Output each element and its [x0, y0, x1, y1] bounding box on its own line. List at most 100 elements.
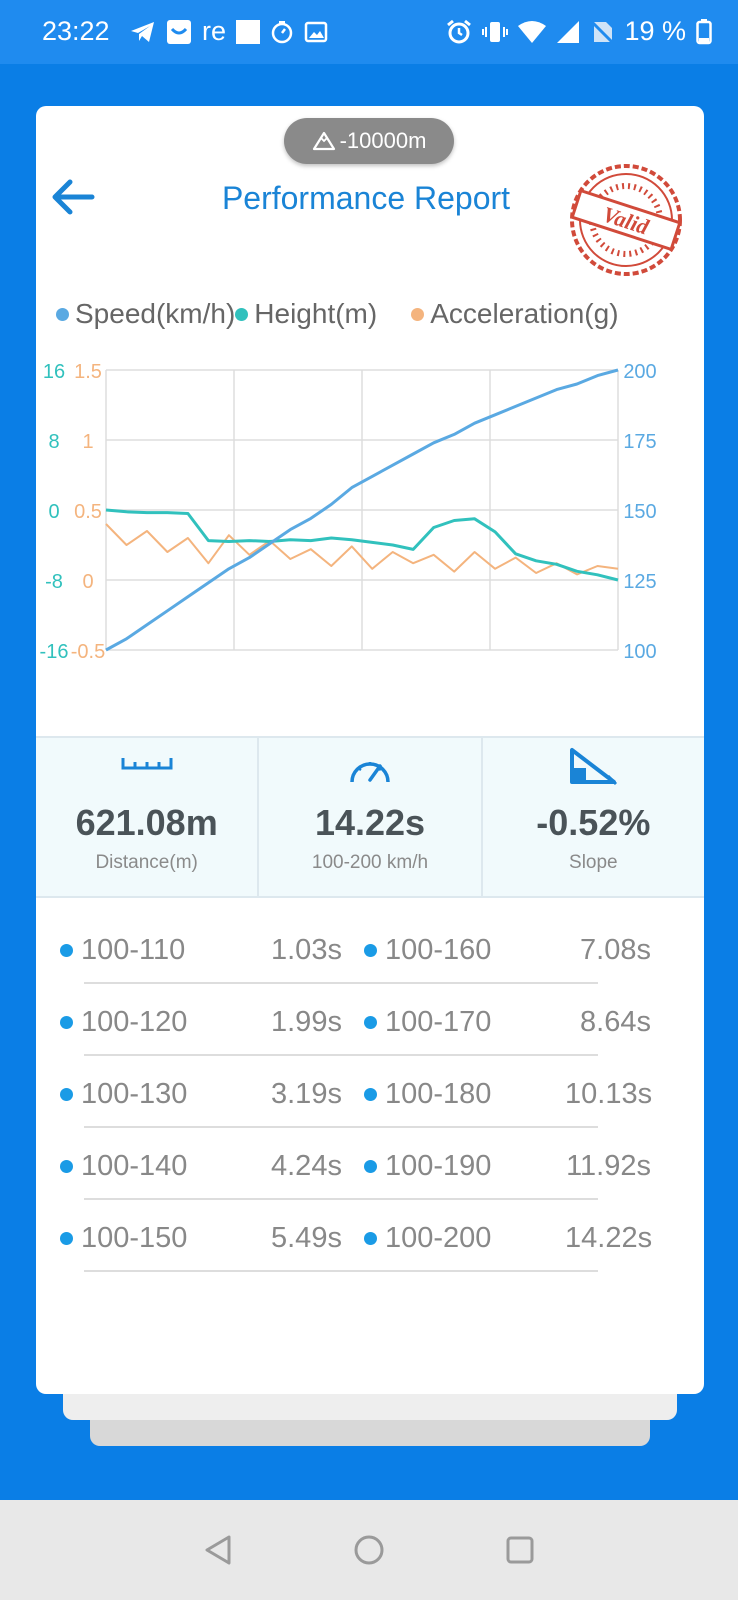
nav-recents-button[interactable] — [500, 1530, 540, 1570]
series-line-acceleration — [105, 523, 619, 576]
height-tick-label: 8 — [48, 431, 59, 453]
split-time: 5.49s — [271, 1222, 342, 1254]
legend-item-height[interactable]: Height(m) — [235, 298, 377, 330]
time-label: 100-200 km/h — [311, 852, 429, 873]
speed-tick-label: 100 — [623, 641, 656, 663]
split-dot — [364, 1160, 377, 1173]
back-button[interactable] — [48, 172, 98, 222]
split-time: 3.19s — [271, 1078, 342, 1110]
row-divider — [84, 1270, 598, 1272]
table-row: 100-110 1.03s 100-160 7.08s — [36, 912, 704, 984]
acceleration-tick-label: 0.5 — [74, 501, 102, 523]
slope-value: -0.52% — [536, 802, 651, 843]
table-row: 100-150 5.49s 100-200 14.22s — [36, 1200, 704, 1272]
legend-label-height: Height(m) — [254, 298, 378, 329]
mountain-icon — [312, 131, 335, 151]
split-dot — [364, 1232, 377, 1245]
status-bar: 23:22 re 19 % — [0, 0, 738, 64]
split-range: 100-110 — [81, 934, 186, 966]
telegram-icon — [131, 21, 154, 42]
alarm-icon — [447, 19, 472, 43]
slope-icon — [570, 748, 618, 786]
circle-home-icon — [354, 1535, 384, 1565]
split-time: 1.99s — [271, 1006, 342, 1038]
table-row: 100-140 4.24s 100-190 11.92s — [36, 1128, 704, 1200]
slope-label: Slope — [569, 852, 618, 873]
system-icons: 19 % — [446, 16, 712, 47]
nav-home-button[interactable] — [349, 1530, 389, 1570]
image-icon — [304, 21, 328, 42]
triangle-back-icon — [205, 1535, 231, 1565]
legend-label-speed: Speed(km/h) — [75, 298, 236, 329]
split-cell: 100-180 10.13s — [364, 1078, 653, 1111]
acceleration-tick-label: 1.5 — [74, 361, 102, 383]
speedometer-icon — [350, 762, 390, 783]
split-dot — [60, 1160, 73, 1173]
split-time: 10.13s — [565, 1078, 653, 1110]
split-time: 4.24s — [271, 1150, 342, 1182]
time-value: 14.22s — [314, 802, 426, 843]
split-cell: 100-130 3.19s — [60, 1078, 342, 1111]
row-divider — [84, 1054, 598, 1056]
battery-icon — [696, 18, 712, 44]
row-divider — [84, 1126, 598, 1128]
split-time: 7.08s — [580, 934, 651, 966]
legend-item-acceleration[interactable]: Acceleration(g) — [411, 298, 619, 330]
stat-time: 14.22s 100-200 km/h — [257, 738, 480, 896]
split-cell: 100-150 5.49s — [60, 1222, 342, 1255]
split-range: 100-180 — [385, 1078, 492, 1110]
split-cell: 100-140 4.24s — [60, 1150, 342, 1183]
split-cell: 100-110 1.03s — [60, 934, 342, 967]
split-dot — [60, 1232, 73, 1245]
ruler-icon — [121, 758, 173, 770]
navigation-bar — [0, 1500, 738, 1600]
legend-dot-height — [235, 307, 249, 321]
page-title: Performance Report — [221, 180, 511, 216]
stat-distance: 621.08m Distance(m) — [36, 738, 257, 896]
status-time: 23:22 — [42, 16, 110, 46]
notification-icons: re — [130, 16, 328, 47]
speed-tick-label: 175 — [623, 431, 656, 453]
legend-dot-speed — [56, 307, 69, 321]
altitude-badge[interactable]: -10000m — [284, 118, 454, 164]
series-line-height — [105, 508, 619, 582]
speed-tick-label: 125 — [623, 571, 656, 593]
performance-chart: 16 8 0 -8 -16 1.5 1 0.5 0 -0.5 200 175 150 125 100 — [40, 361, 657, 663]
legend-dot-acceleration — [411, 307, 425, 321]
legend-label-acceleration: Acceleration(g) — [430, 298, 619, 329]
height-tick-label: 16 — [43, 361, 65, 383]
split-dot — [60, 944, 73, 957]
back-arrow-icon — [52, 179, 95, 215]
signal-icon — [557, 20, 580, 43]
battery-percent: 19 % — [624, 16, 686, 46]
height-tick-label: -8 — [45, 571, 63, 593]
legend-item-speed[interactable]: Speed(km/h) — [56, 298, 235, 330]
split-cell: 100-200 14.22s — [364, 1222, 652, 1255]
split-range: 100-150 — [81, 1222, 188, 1254]
performance-report-card: -10000m Performance Report Valid Speed(k… — [36, 106, 704, 1394]
split-dot — [364, 1016, 377, 1029]
square-recents-icon — [506, 1536, 534, 1564]
nav-back-button[interactable] — [198, 1530, 238, 1570]
row-divider — [84, 1198, 598, 1200]
split-cell: 100-160 7.08s — [364, 934, 651, 967]
split-time: 1.03s — [271, 934, 342, 966]
table-row: 100-120 1.99s 100-170 8.64s — [36, 984, 704, 1056]
split-time: 8.64s — [580, 1006, 651, 1038]
timer-icon — [271, 20, 293, 43]
table-row: 100-130 3.19s 100-180 10.13s — [36, 1056, 704, 1128]
split-dot — [60, 1016, 73, 1029]
stats-panel: 621.08m Distance(m) 14.22s 100-200 km/h … — [36, 736, 704, 898]
height-tick-label: -16 — [40, 641, 69, 663]
split-times-table: 100-110 1.03s 100-160 7.08s 100-120 1.99s 1… — [36, 912, 704, 1272]
split-range: 100-190 — [385, 1150, 492, 1182]
chart-legend: Speed(km/h) Height(m) Acceleration(g) — [56, 298, 696, 330]
split-time: 11.92s — [566, 1150, 651, 1182]
distance-label: Distance(m) — [95, 852, 198, 873]
no-sim-icon — [591, 20, 614, 43]
wifi-icon — [518, 20, 547, 43]
distance-value: 621.08m — [75, 802, 218, 843]
valid-stamp: Valid — [570, 164, 682, 276]
vibrate-icon — [482, 21, 509, 42]
height-tick-label: 0 — [48, 501, 59, 523]
